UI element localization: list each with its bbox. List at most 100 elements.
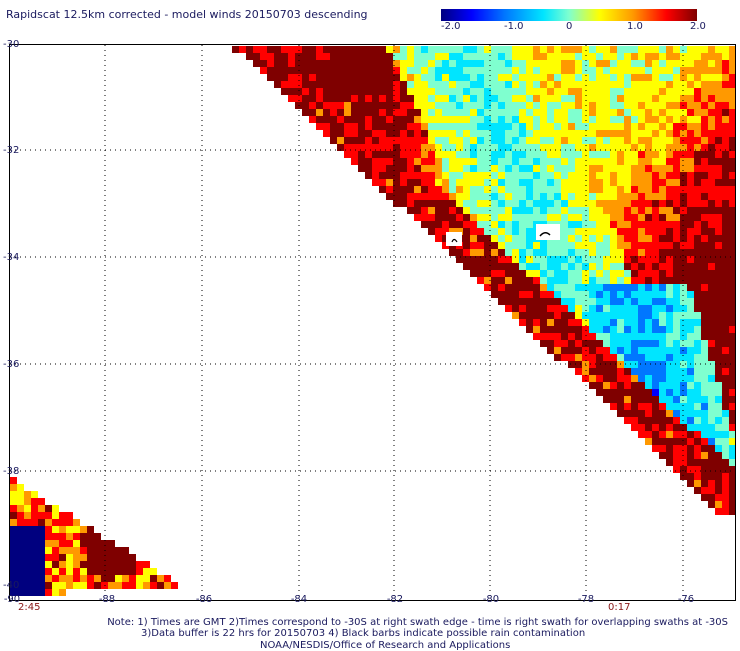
swath-cell [414,67,421,74]
swath-cell [554,144,561,151]
swath-cell [547,123,554,130]
swath-cell [673,298,680,305]
swath-cell [442,200,449,207]
swath-cell [673,312,680,319]
swath-cell [31,491,38,498]
swath-cell [617,277,624,284]
swath-cell [330,67,337,74]
swath-cell [729,459,736,466]
swath-cell [351,123,358,130]
swath-cell [701,340,708,347]
swath-cell [442,193,449,200]
swath-cell [449,60,456,67]
swath-cell [708,438,715,445]
swath-cell [701,333,708,340]
swath-cell [101,561,108,568]
swath-cell [575,319,582,326]
swath-cell [708,88,715,95]
swath-cell [526,81,533,88]
swath-cell [561,46,568,53]
swath-cell [645,375,652,382]
swath-cell [547,312,554,319]
swath-cell [547,53,554,60]
swath-cell [547,81,554,88]
swath-cell [715,242,722,249]
swath-cell [575,60,582,67]
swath-cell [498,228,505,235]
swath-cell [554,109,561,116]
swath-cell [491,95,498,102]
swath-cell [652,46,659,53]
swath-cell [701,438,708,445]
swath-cell [624,305,631,312]
swath-cell [561,144,568,151]
swath-cell [358,130,365,137]
swath-cell [526,298,533,305]
swath-cell [421,88,428,95]
swath-cell [24,491,31,498]
swath-cell [519,123,526,130]
swath-cell [31,575,38,582]
swath-cell [708,305,715,312]
swath-cell [722,298,729,305]
swath-cell [498,109,505,116]
swath-cell [512,95,519,102]
swath-cell [505,263,512,270]
swath-cell [463,151,470,158]
swath-cell [687,473,694,480]
swath-cell [596,53,603,60]
swath-cell [400,53,407,60]
swath-cell [540,277,547,284]
swath-cell [610,340,617,347]
swath-cell [603,165,610,172]
swath-cell [638,235,645,242]
swath-cell [351,95,358,102]
swath-cell [505,291,512,298]
swath-cell [680,179,687,186]
swath-cell [491,116,498,123]
swath-cell [498,102,505,109]
swath-cell [519,130,526,137]
swath-cell [575,354,582,361]
swath-cell [715,165,722,172]
swath-cell [645,74,652,81]
swath-cell [449,81,456,88]
swath-cell [596,256,603,263]
swath-cell [694,221,701,228]
swath-cell [715,396,722,403]
swath-cell [136,561,143,568]
swath-cell [456,193,463,200]
swath-cell [582,200,589,207]
swath-cell [470,102,477,109]
swath-cell [533,130,540,137]
swath-cell [526,263,533,270]
swath-cell [435,60,442,67]
swath-cell [108,540,115,547]
swath-cell [456,102,463,109]
swath-cell [533,256,540,263]
swath-cell [38,568,45,575]
swath-cell [484,249,491,256]
swath-cell [582,158,589,165]
swath-cell [631,382,638,389]
swath-cell [596,137,603,144]
swath-cell [631,277,638,284]
swath-cell [435,130,442,137]
swath-cell [393,179,400,186]
swath-cell [484,67,491,74]
swath-cell [589,46,596,53]
swath-cell [477,95,484,102]
swath-cell [533,193,540,200]
swath-cell [365,109,372,116]
swath-cell [596,228,603,235]
swath-cell [624,319,631,326]
swath-cell [645,347,652,354]
swath-cell [568,46,575,53]
swath-cell [554,354,561,361]
swath-cell [638,389,645,396]
swath-cell [449,116,456,123]
swath-cell [449,95,456,102]
swath-cell [568,284,575,291]
swath-cell [638,81,645,88]
swath-cell [358,88,365,95]
